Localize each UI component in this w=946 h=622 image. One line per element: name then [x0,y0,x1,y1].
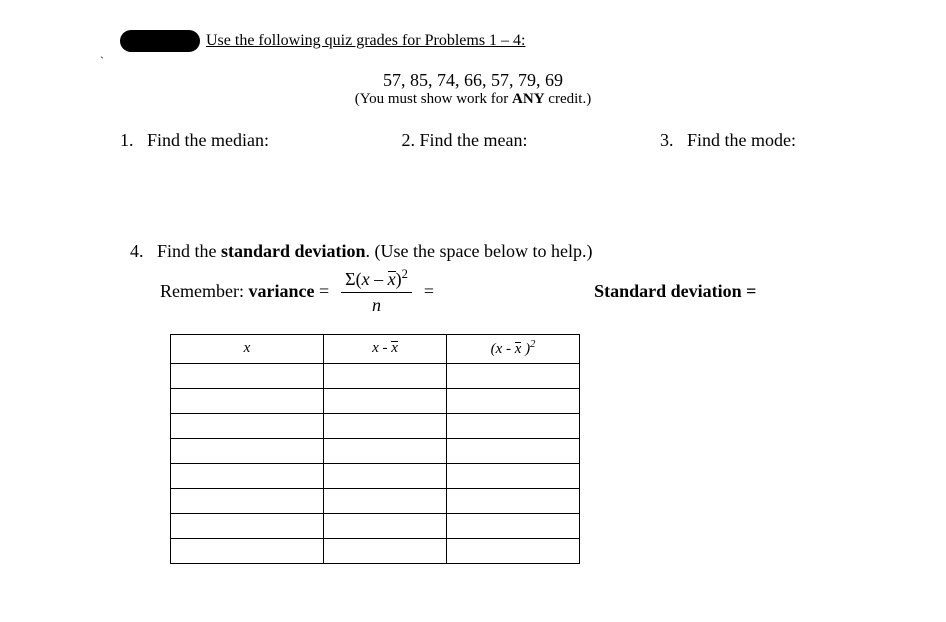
table-cell [171,438,324,463]
instructions-title: Use the following quiz grades for Proble… [206,32,526,50]
equals-2: = [424,281,434,302]
num-xbar: x [388,270,396,290]
header-line: Use the following quiz grades for Proble… [120,30,826,52]
table-cell [171,488,324,513]
q4-bold: standard deviation [221,241,366,261]
variance-label: variance [248,281,314,302]
data-block: 57, 85, 74, 66, 57, 79, 69 (You must sho… [120,70,826,108]
table-row [171,538,580,563]
q4-num: 4. [130,241,144,261]
table-cell [324,438,447,463]
question-1: 1. Find the median: [120,130,269,151]
redaction-mark [120,30,200,52]
std-deviation-label: Standard deviation = [594,281,756,302]
q1-text: Find the median: [147,130,269,150]
table-header-row: x x - x (x - x )2 [171,334,580,363]
q2-num: 2. [402,130,416,150]
q2-text: Find the mean: [420,130,528,150]
table-cell [447,463,580,488]
question-3: 3. Find the mode: [660,130,796,151]
question-4: 4. Find the standard deviation. (Use the… [130,241,826,262]
table-cell [171,538,324,563]
table-cell [447,388,580,413]
table-cell [447,363,580,388]
stray-mark: ` [100,54,104,69]
table-cell [447,488,580,513]
table-cell [324,413,447,438]
table-row [171,413,580,438]
col-header-x-minus-xbar-sq: (x - x )2 [447,334,580,363]
col-header-x: x [171,334,324,363]
table-row [171,388,580,413]
q3-num: 3. [660,130,674,150]
table-row [171,463,580,488]
table-row [171,363,580,388]
table-cell [447,513,580,538]
questions-row: 1. Find the median: 2. Find the mean: 3.… [120,130,826,151]
equals-1: = [319,281,329,302]
variance-fraction: Σ(x – x)2 n [337,268,416,316]
table-cell [447,538,580,563]
grades-list: 57, 85, 74, 66, 57, 79, 69 [120,70,826,91]
note-prefix: (You must show work for [355,91,512,107]
num-minus: – [370,269,388,289]
table-row [171,488,580,513]
q1-num: 1. [120,130,134,150]
table-cell [171,363,324,388]
q4-prefix: Find the [157,241,221,261]
num-x: x [362,269,370,289]
table-row [171,438,580,463]
fraction-numerator: Σ(x – x)2 [341,268,412,293]
table-cell [171,463,324,488]
table-cell [447,413,580,438]
table-row [171,513,580,538]
note-suffix: credit.) [545,91,592,107]
sigma: Σ [345,269,355,289]
question-2: 2. Find the mean: [402,130,528,151]
table-cell [447,438,580,463]
work-table: x x - x (x - x )2 [170,334,580,564]
num-exp: 2 [402,267,408,281]
remember-label: Remember: [160,281,244,302]
credit-note: (You must show work for ANY credit.) [120,91,826,108]
note-bold: ANY [512,91,545,107]
q4-suffix: . (Use the space below to help.) [366,241,593,261]
table-cell [324,538,447,563]
table-cell [171,388,324,413]
q3-text: Find the mode: [687,130,796,150]
table-cell [324,513,447,538]
table-cell [324,388,447,413]
table-cell [171,413,324,438]
table-cell [324,488,447,513]
fraction-denominator: n [372,293,381,316]
table-cell [324,463,447,488]
table-cell [324,363,447,388]
table-cell [171,513,324,538]
col-header-x-minus-xbar: x - x [324,334,447,363]
variance-formula-row: Remember: variance = Σ(x – x)2 n = Stand… [160,268,826,316]
